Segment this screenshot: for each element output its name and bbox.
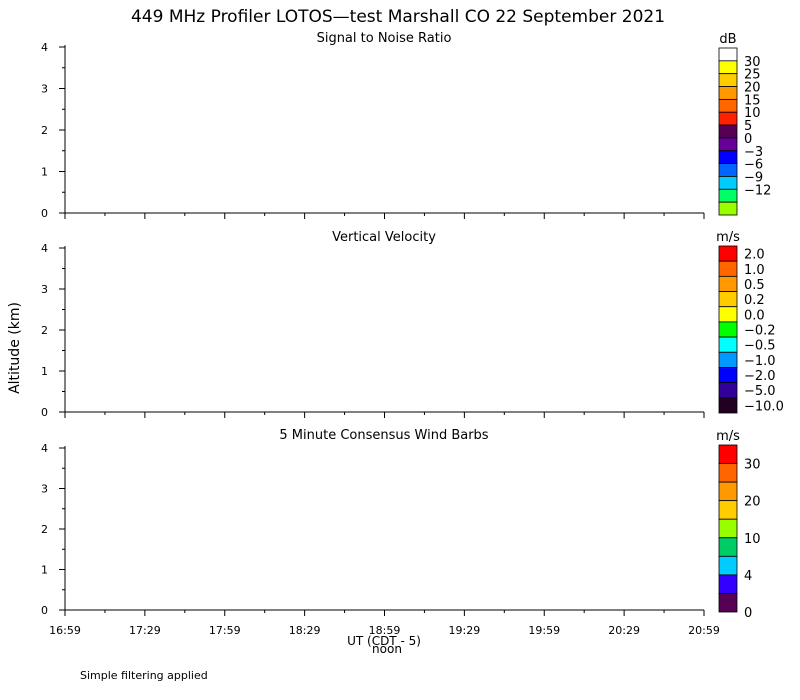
colorbar-unit: m/s [716,230,740,245]
panel-3: 5 Minute Consensus Wind Barbs 0 1 2 3 4 16:59 1… [41,428,761,637]
colorbar-swatch [718,321,738,338]
colorbar-label: 5 [744,119,752,134]
y-tick-label: 3 [41,483,48,496]
colorbar-swatch [718,163,738,177]
colorbar-label: 30 [744,55,761,70]
colorbar-swatch [718,60,738,75]
colorbar-swatch [718,47,738,62]
y-tick-label: 4 [41,442,48,455]
y-tick-label: 2 [41,124,48,137]
colorbar-label: −0.2 [744,324,776,339]
colorbar-label: 1.0 [744,263,765,278]
colorbar-label: 4 [744,569,752,584]
panel-2: Vertical Velocity 0 1 2 3 4 m/s 2.01.00.50.20.0… [41,230,784,419]
y-tick-label: 4 [41,242,48,255]
colorbar-label: 10 [744,106,761,121]
colorbar-label: −1.0 [744,354,776,369]
x-tick-label: 20:59 [688,624,720,637]
colorbar-swatch [718,500,738,520]
x-tick-label: 19:59 [528,624,560,637]
colorbar-label: −10.0 [744,399,784,414]
colorbar-swatch [718,574,738,594]
colorbar-label: 20 [744,81,761,96]
colorbar-label: 0.5 [744,278,765,293]
y-tick-label: 0 [41,406,48,419]
colorbar-swatch [718,555,738,576]
colorbar-swatch [718,98,738,113]
x-tick-label: 17:29 [129,624,161,637]
x-tick-label: 19:29 [449,624,481,637]
colorbar-swatch [718,351,738,368]
colorbar-swatch [718,481,738,502]
y-tick-label: 3 [41,83,48,96]
colorbar-label: −0.5 [744,339,776,354]
colorbar-swatch [718,86,738,100]
colorbar-label: −6 [744,158,763,173]
colorbar-swatch [718,201,738,216]
colorbar-label: −2.0 [744,369,776,384]
y-tick-label: 0 [41,604,48,617]
colorbar-swatch [718,260,738,277]
colorbar-swatch [718,291,738,308]
colorbar-label: 0 [744,606,752,621]
panel-1: Signal to Noise Ratio01234dB302520151050… [41,31,771,220]
colorbar-swatch [718,382,738,399]
colorbar-label: 30 [744,458,761,473]
x-tick-label: 18:29 [289,624,321,637]
y-tick-label: 1 [41,365,48,378]
y-tick-label: 2 [41,324,48,337]
colorbar-swatch [718,463,738,483]
colorbar-label: 15 [744,93,761,108]
colorbar-unit: m/s [716,429,740,444]
colorbar-label: 10 [744,532,761,547]
colorbar-label: 20 [744,495,761,510]
colorbar-label: −3 [744,145,763,160]
y-tick-label: 3 [41,283,48,296]
y-tick-label: 1 [41,564,48,577]
colorbar-swatch [718,444,738,464]
colorbar-swatch [718,245,738,262]
footer-note: Simple filtering applied [80,669,208,682]
colorbar-label: −12 [744,183,771,198]
colorbar-label: 0.2 [744,293,765,308]
colorbar-label: −9 [744,170,763,185]
colorbar-swatch [718,537,738,557]
colorbar-swatch [718,397,738,414]
colorbar-unit: dB [719,32,736,47]
colorbar-swatch [718,367,738,384]
noon-label: noon [372,642,402,656]
colorbar-label: 0.0 [744,308,765,323]
x-tick-label: 17:59 [209,624,241,637]
y-tick-label: 1 [41,166,48,179]
colorbar-swatch [718,518,738,539]
colorbar-swatch [718,137,738,152]
colorbar-swatch [718,593,738,613]
colorbar-swatch [718,188,738,203]
x-tick-label: 16:59 [49,624,81,637]
y-tick-label: 0 [41,207,48,220]
panel-title: 5 Minute Consensus Wind Barbs [279,428,488,443]
y-tick-label: 2 [41,523,48,536]
figure-title: 449 MHz Profiler LOTOS—test Marshall CO … [131,7,665,27]
colorbar-swatch [718,336,738,353]
colorbar-label: 25 [744,68,761,83]
y-axis-label: Altitude (km) [7,302,23,394]
colorbar-swatch [718,111,738,126]
colorbar-swatch [718,150,738,165]
x-tick-label: 18:59 [369,624,401,637]
colorbar-swatch [718,176,738,190]
colorbar-label: 2.0 [744,248,765,263]
y-tick-label: 4 [41,41,48,54]
x-tick-label: 20:29 [608,624,640,637]
colorbar-label: 0 [744,132,752,147]
panel-title: Vertical Velocity [332,230,436,245]
panel-title: Signal to Noise Ratio [317,31,452,46]
colorbar-swatch [718,306,738,323]
colorbar-swatch [718,275,738,292]
x-axis-label: UT (CDT - 5) [347,634,421,648]
colorbar-label: −5.0 [744,384,776,399]
colorbar-swatch [718,73,738,87]
colorbar-swatch [718,124,738,139]
